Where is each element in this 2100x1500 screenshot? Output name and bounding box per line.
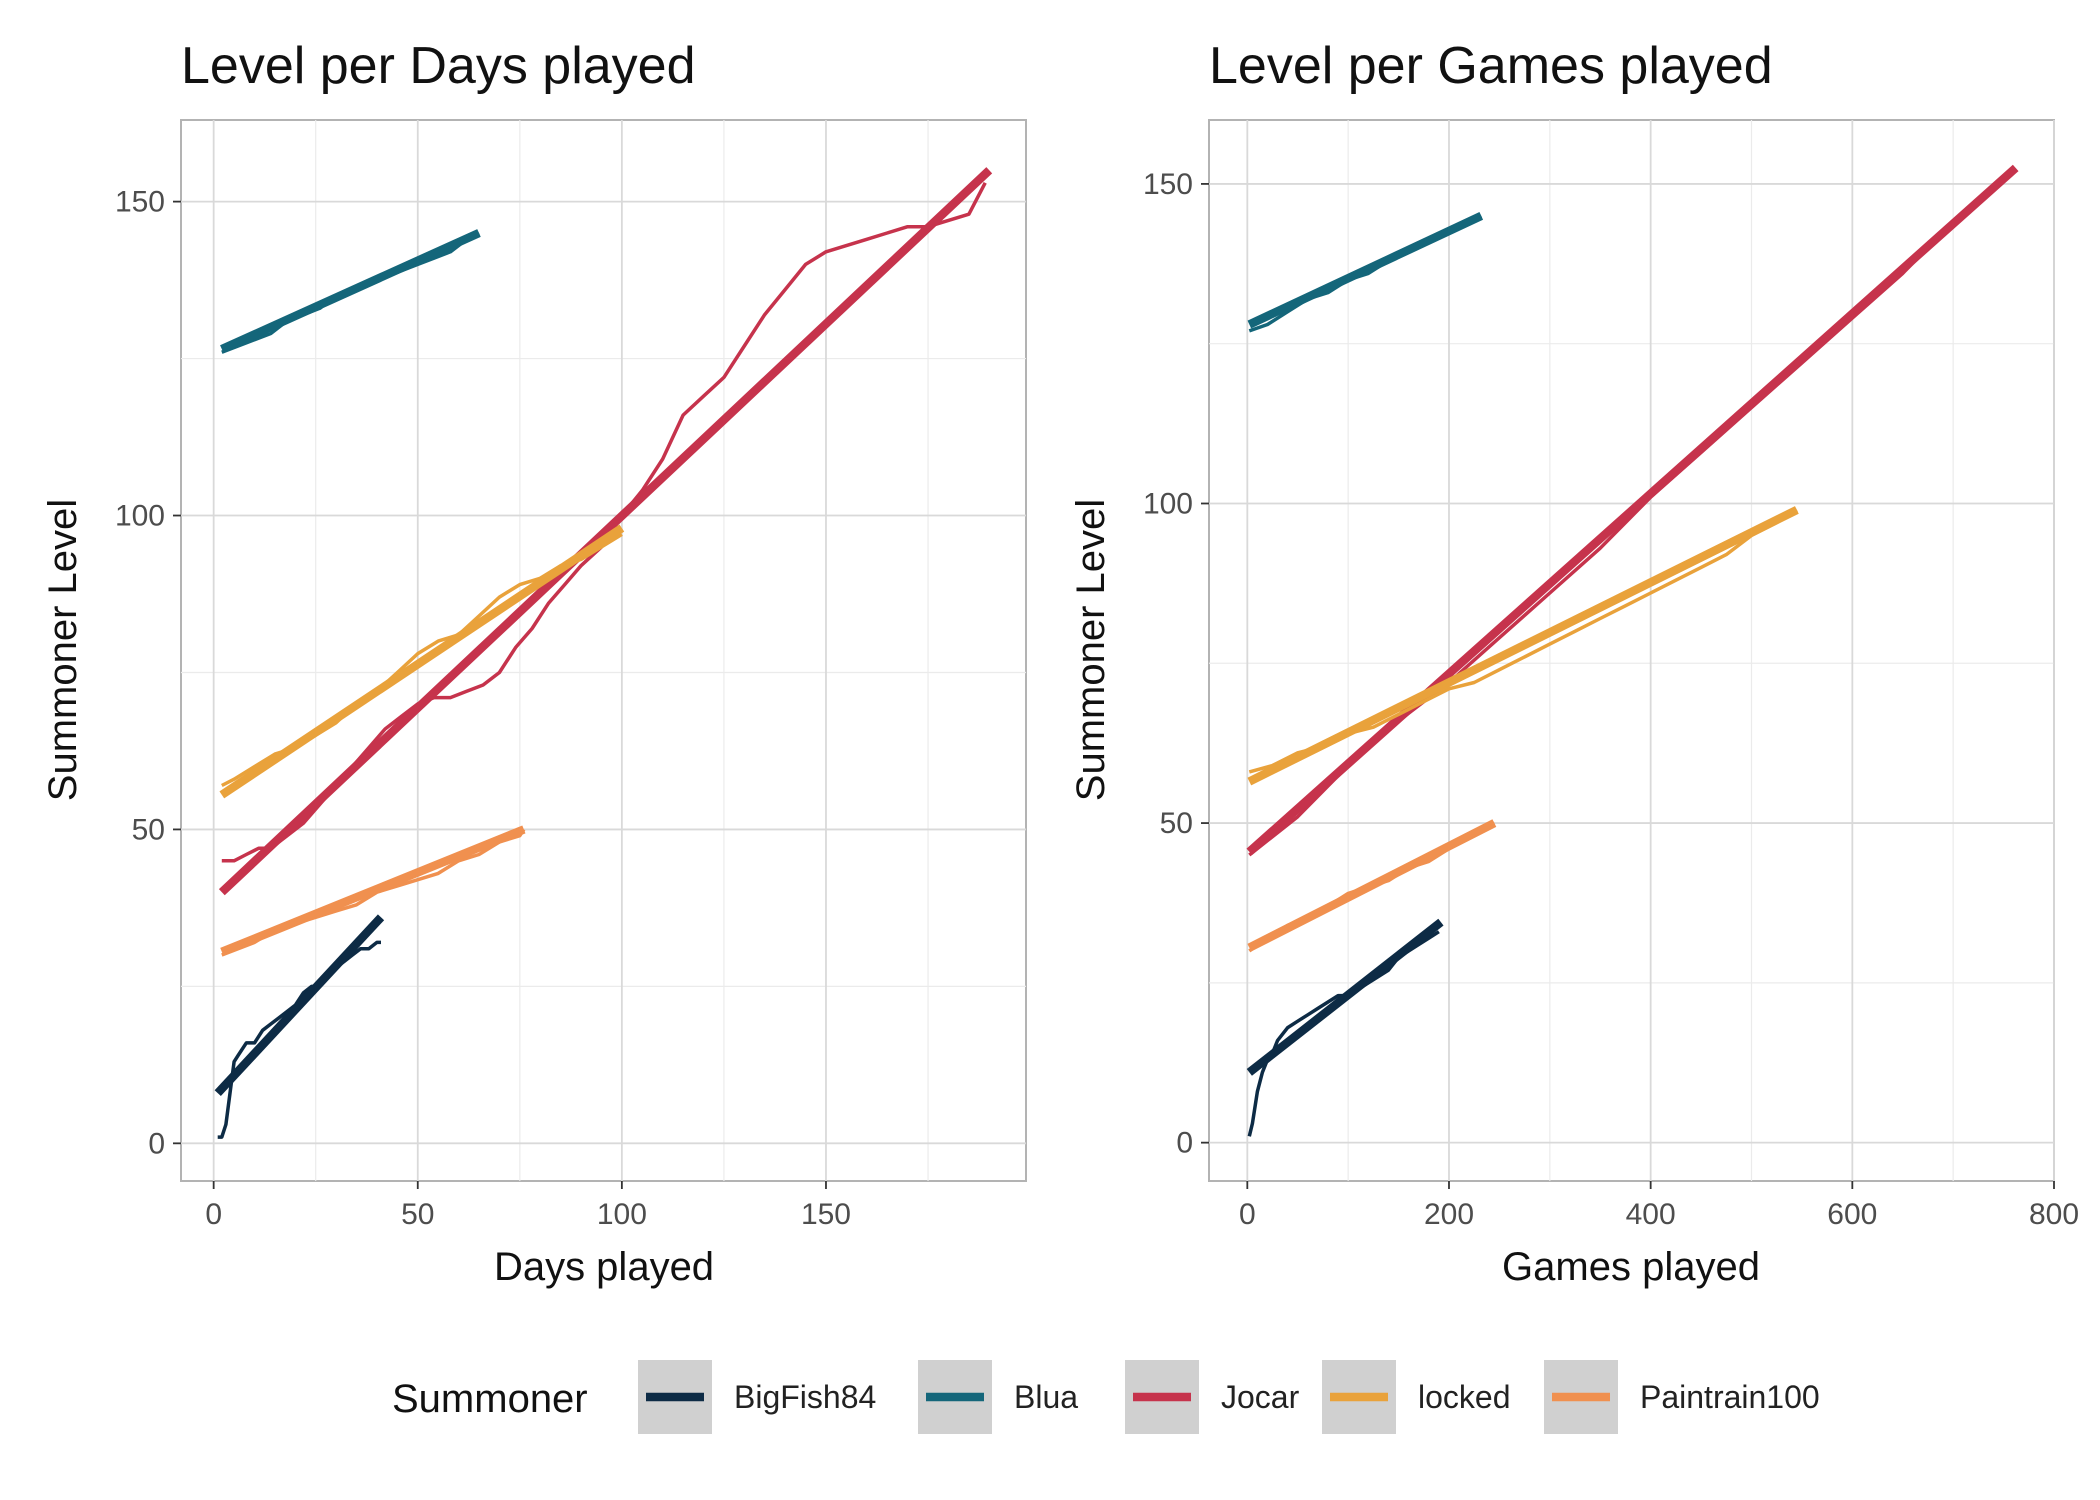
legend-entry-jocar: Jocar — [1125, 1360, 1300, 1434]
games-x-tick-label: 600 — [1827, 1198, 1877, 1231]
games-y-tick-label: 0 — [1176, 1127, 1193, 1160]
games-y-tick-label: 50 — [1160, 807, 1193, 840]
days-y-tick-label: 100 — [115, 500, 165, 533]
legend-title: Summoner — [392, 1377, 588, 1421]
games-x-axis-title: Games played — [1502, 1245, 1760, 1289]
days-played-panel: Level per Days played 0 50 100 150 0 50 100 150… — [41, 37, 1027, 1289]
days-series-bigfish84-trend — [214, 914, 385, 1096]
days-chart-title: Level per Days played — [181, 37, 696, 95]
days-x-tick-label: 50 — [401, 1198, 434, 1231]
days-series-blua-trend — [220, 229, 481, 354]
games-gridlines — [1209, 120, 2055, 1181]
legend-label-blua: Blua — [1014, 1379, 1078, 1415]
legend-entry-locked: locked — [1322, 1360, 1511, 1434]
games-series-bigfish84-trend — [1246, 918, 1444, 1076]
days-gridlines — [181, 120, 1026, 1181]
legend-entry-blua: Blua — [918, 1360, 1078, 1434]
days-tick-labels: 0 50 100 150 0 50 100 150 — [115, 186, 851, 1231]
days-y-tick-label: 50 — [132, 813, 165, 846]
legend-label-locked: locked — [1418, 1379, 1511, 1415]
legend-entry-paintrain100: Paintrain100 — [1544, 1360, 1820, 1434]
days-x-tick-label: 150 — [801, 1198, 851, 1231]
games-plot-area — [1208, 119, 2055, 1182]
games-tick-labels: 0 200 400 600 800 0 50 100 150 — [1143, 168, 2079, 1231]
days-series-jocar-trend — [218, 167, 993, 896]
games-series-paintrain100-trend — [1247, 819, 1497, 952]
games-chart-title: Level per Games played — [1209, 37, 1773, 95]
games-series-blua-trend — [1247, 212, 1484, 329]
days-y-tick-label: 0 — [148, 1127, 165, 1160]
games-y-tick-label: 150 — [1143, 168, 1193, 201]
games-x-tick-label: 800 — [2029, 1198, 2079, 1231]
games-x-tick-label: 0 — [1239, 1198, 1256, 1231]
games-y-tick-label: 100 — [1143, 487, 1193, 520]
games-played-panel: Level per Games played 0 200 400 600 800 0 50 1… — [1069, 37, 2079, 1289]
days-plot-area — [180, 119, 1027, 1182]
games-series-group — [1246, 164, 2019, 1137]
days-series-group — [214, 167, 993, 1139]
days-x-axis-title: Days played — [494, 1245, 714, 1289]
legend-label-jocar: Jocar — [1221, 1379, 1300, 1415]
days-series-paintrain100-trend — [220, 825, 526, 956]
games-x-tick-label: 200 — [1424, 1198, 1474, 1231]
games-series-jocar-trend — [1246, 164, 2019, 856]
days-y-tick-label: 150 — [115, 186, 165, 219]
days-series-locked-trend — [219, 524, 625, 799]
games-x-tick-label: 400 — [1626, 1198, 1676, 1231]
days-y-axis-title: Summoner Level — [41, 499, 85, 801]
games-series-locked-trend — [1247, 506, 1799, 786]
days-x-tick-label: 0 — [205, 1198, 222, 1231]
legend-entries: BigFish84 Blua Jocar locked Paintrain100 — [638, 1360, 1820, 1434]
legend: Summoner BigFish84 Blua Jocar locked Paintra… — [392, 1360, 1820, 1434]
legend-entry-bigfish84: BigFish84 — [638, 1360, 876, 1434]
games-y-axis-title: Summoner Level — [1069, 499, 1113, 801]
legend-label-bigfish84: BigFish84 — [734, 1379, 876, 1415]
days-x-tick-label: 100 — [597, 1198, 647, 1231]
legend-label-paintrain100: Paintrain100 — [1640, 1379, 1820, 1415]
